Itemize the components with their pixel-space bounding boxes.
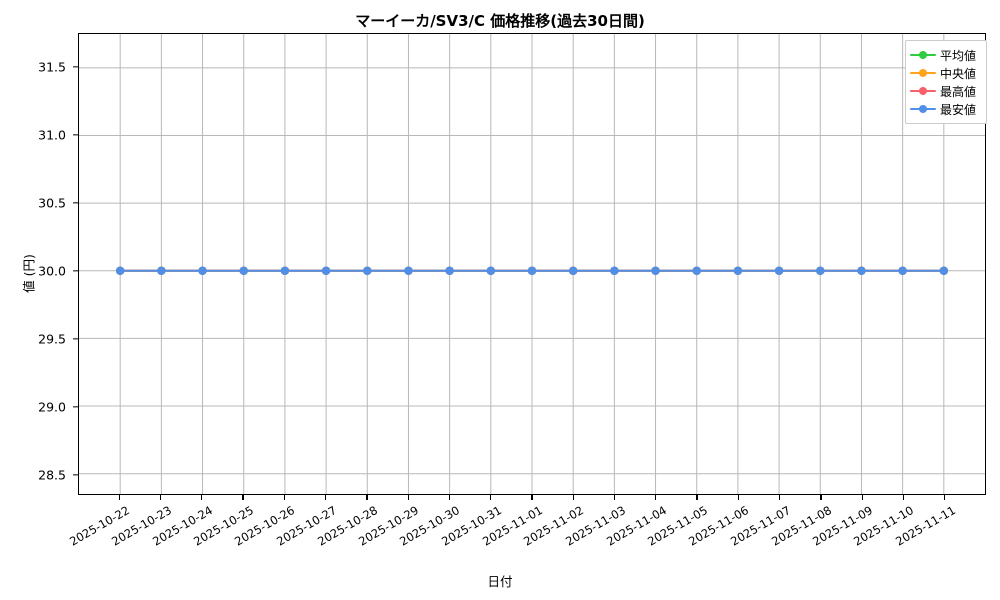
x-tick-label: 2025-11-02	[521, 503, 587, 549]
x-tick-label: 2025-11-09	[810, 503, 876, 549]
x-tick-mark	[902, 495, 905, 500]
x-tick-label: 2025-10-30	[397, 503, 463, 549]
x-tick-label: 2025-10-25	[191, 503, 257, 549]
x-tick-label: 2025-11-03	[562, 503, 628, 549]
chart-title: マーイーカ/SV3/C 価格推移(過去30日間)	[355, 12, 645, 30]
x-tick-mark	[531, 495, 533, 500]
data-point-marker	[280, 266, 290, 275]
x-tick-mark	[407, 495, 409, 500]
data-point-marker	[939, 266, 949, 275]
x-axis-label: 日付	[487, 574, 513, 589]
x-tick-mark	[242, 495, 244, 500]
data-point-marker	[857, 266, 866, 275]
legend-label: 最安値	[940, 102, 977, 117]
y-tick-label: 28.5	[38, 467, 66, 483]
data-point-marker	[363, 266, 372, 275]
data-point-marker	[486, 266, 496, 275]
data-point-marker	[321, 266, 331, 275]
data-point-marker	[445, 266, 454, 275]
x-tick-mark	[655, 495, 657, 500]
y-axis-label: 値 (円)	[21, 254, 37, 293]
x-tick-label: 2025-10-26	[232, 503, 298, 549]
legend-marker-icon	[910, 84, 936, 98]
legend-label: 平均値	[940, 48, 977, 63]
x-tick-mark	[159, 495, 162, 500]
data-point-marker	[651, 266, 660, 275]
x-tick-label: 2025-10-31	[438, 503, 504, 549]
data-point-marker	[198, 266, 207, 275]
y-tick-label: 31.0	[38, 127, 66, 143]
data-point-marker	[404, 266, 413, 275]
data-point-marker	[774, 266, 784, 275]
legend-label: 最高値	[940, 84, 977, 99]
x-tick-label: 2025-10-24	[149, 503, 215, 549]
x-tick-label: 2025-11-11	[892, 503, 958, 549]
plot-area	[78, 33, 986, 495]
x-tick-mark	[490, 495, 492, 500]
x-tick-mark	[944, 495, 946, 500]
x-tick-mark	[696, 495, 698, 500]
data-point-marker	[610, 266, 619, 275]
x-tick-label: 2025-11-10	[851, 503, 917, 549]
y-tick-label: 29.0	[38, 399, 66, 415]
legend-marker-icon	[910, 66, 936, 80]
x-tick-label: 2025-10-22	[67, 503, 133, 549]
x-tick-label: 2025-11-06	[686, 503, 752, 549]
data-point-marker	[692, 266, 701, 275]
grid-layer	[79, 34, 985, 494]
y-tick-label: 30.5	[38, 195, 66, 211]
legend-item[interactable]: 最高値	[910, 82, 981, 100]
series-layer	[115, 266, 949, 275]
data-point-marker	[157, 266, 166, 275]
x-tick-mark	[366, 495, 368, 500]
x-tick-mark	[201, 495, 203, 500]
y-tick-label: 31.5	[38, 59, 66, 75]
legend-item[interactable]: 最安値	[910, 100, 981, 118]
legend-label: 中央値	[940, 66, 977, 81]
x-tick-label: 2025-10-29	[356, 503, 422, 549]
x-tick-mark	[613, 495, 616, 500]
data-point-marker	[239, 266, 248, 275]
data-point-marker	[733, 266, 743, 275]
data-point-marker	[816, 266, 825, 275]
x-tick-label: 2025-10-23	[108, 503, 174, 549]
x-tick-mark	[778, 495, 781, 500]
x-tick-mark	[820, 495, 822, 500]
x-tick-mark	[283, 495, 285, 500]
legend-item[interactable]: 平均値	[910, 46, 981, 64]
x-tick-label: 2025-11-07	[727, 503, 793, 549]
y-tick-label: 29.5	[38, 331, 66, 347]
legend-marker-icon	[910, 102, 936, 116]
x-tick-label: 2025-11-05	[645, 503, 711, 549]
x-tick-mark	[324, 495, 327, 500]
x-tick-label: 2025-11-01	[480, 503, 545, 549]
x-tick-mark	[448, 495, 451, 500]
x-tick-mark	[861, 495, 863, 500]
x-tick-label: 2025-10-27	[273, 503, 339, 549]
data-point-marker	[527, 266, 537, 275]
data-point-marker	[568, 266, 578, 275]
data-point-marker	[898, 266, 907, 275]
x-tick-label: 2025-10-28	[315, 503, 380, 549]
legend-item[interactable]: 中央値	[910, 64, 981, 82]
x-tick-label: 2025-11-04	[603, 503, 669, 549]
data-point-marker	[115, 266, 125, 275]
x-tick-label: 2025-11-08	[769, 503, 834, 549]
x-tick-mark	[737, 495, 739, 500]
legend-marker-icon	[910, 48, 936, 62]
x-tick-mark	[118, 495, 120, 500]
chart-legend: 平均値中央値最高値最安値	[905, 40, 987, 124]
x-tick-mark	[572, 495, 574, 500]
